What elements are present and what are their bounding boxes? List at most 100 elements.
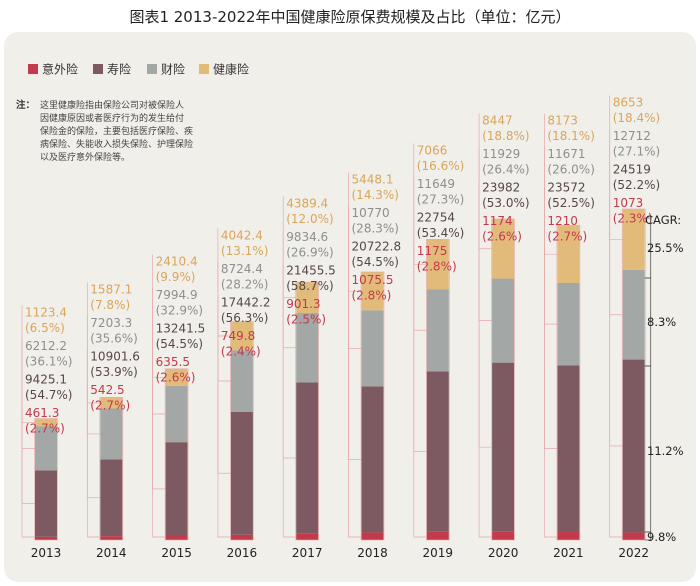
- value-label-健康险-2014: 1587.1: [90, 283, 132, 297]
- value-label-寿险-2013: 9425.1: [25, 373, 67, 387]
- value-label-寿险-2014: 10901.6: [90, 350, 140, 364]
- note-line: 以及医疗意外保险等。: [40, 151, 130, 163]
- bar-outline-2015: [164, 368, 189, 541]
- bar-outline-2021: [556, 225, 581, 541]
- bar-财险-2018: [361, 310, 384, 387]
- x-tick-2016: 2016: [227, 546, 258, 560]
- bar-寿险-2018: [361, 386, 384, 533]
- x-tick-2014: 2014: [96, 546, 127, 560]
- connector-lines: [21, 95, 623, 538]
- connector-意外险-2021: [544, 214, 558, 538]
- value-label-财险-2020: 11929: [482, 147, 520, 161]
- bar-财险-2013: [35, 426, 57, 471]
- value-label-意外险-2018: 1075.5: [352, 273, 394, 287]
- value-label-财险-2021: 11671: [547, 147, 585, 161]
- share-label-意外险-2013: (2.7%): [25, 421, 65, 435]
- bar-财险-2014: [100, 408, 123, 460]
- value-label-健康险-2015: 2410.4: [156, 255, 198, 269]
- bar-outline-2016: [230, 321, 254, 541]
- x-tick-2017: 2017: [292, 546, 323, 560]
- share-label-意外险-2022: (2.3%): [613, 211, 653, 225]
- connector-健康险-2015: [152, 254, 166, 378]
- value-label-健康险-2016: 4042.4: [221, 229, 263, 243]
- bar-寿险-2015: [165, 442, 188, 536]
- bar-财险-2015: [165, 385, 188, 443]
- x-tick-2018: 2018: [357, 546, 388, 560]
- share-label-健康险-2022: (18.4%): [613, 111, 660, 125]
- cagr-value-3: 9.8%: [647, 530, 676, 544]
- connector-健康险-2021: [544, 113, 558, 255]
- bar-健康险-2022: [622, 208, 645, 270]
- value-label-意外险-2020: 1174: [482, 214, 513, 228]
- bar-健康险-2018: [361, 271, 384, 311]
- connector-意外险-2020: [478, 214, 493, 538]
- value-label-寿险-2022: 24519: [613, 163, 651, 177]
- bar-寿险-2014: [100, 459, 123, 537]
- value-label-寿险-2020: 23982: [482, 181, 520, 195]
- bar-outline-2020: [491, 218, 515, 541]
- share-label-健康险-2016: (13.1%): [221, 244, 268, 258]
- connector-意外险-2018: [348, 273, 362, 538]
- connector-意外险-2019: [413, 244, 427, 538]
- bar-寿险-2021: [557, 365, 580, 532]
- bar-财险-2022: [622, 269, 645, 360]
- share-label-健康险-2021: (18.1%): [547, 129, 594, 143]
- connector-健康险-2013: [21, 305, 35, 423]
- value-label-寿险-2016: 17442.2: [221, 296, 271, 310]
- share-label-寿险-2018: (54.5%): [352, 255, 399, 269]
- legend-label-财险: 财险: [161, 62, 185, 77]
- bar-意外险-2017: [296, 533, 319, 540]
- share-label-健康险-2015: (9.9%): [156, 270, 196, 284]
- share-label-财险-2018: (28.3%): [352, 221, 399, 235]
- share-label-寿险-2015: (54.5%): [156, 337, 203, 351]
- bar-意外险-2018: [361, 532, 384, 540]
- value-label-意外险-2022: 1073: [613, 196, 644, 210]
- value-label-健康险-2022: 8653: [613, 96, 644, 110]
- bar-健康险-2017: [296, 282, 319, 314]
- connector-意外险-2022: [609, 196, 623, 538]
- bar-寿险-2017: [296, 382, 319, 534]
- share-label-财险-2022: (27.1%): [613, 144, 660, 158]
- connector-健康险-2014: [86, 282, 101, 404]
- x-axis: 2013 2014 2015 2016 2017 2018 2019 2020 2021 2022: [31, 546, 649, 560]
- cagr-title: CAGR:: [645, 213, 681, 227]
- legend-label-健康险: 健康险: [213, 62, 249, 77]
- share-label-寿险-2016: (56.3%): [221, 311, 268, 325]
- chart-title: 图表1 2013-2022年中国健康险原保费规模及占比（单位：亿元）: [129, 8, 571, 26]
- value-label-意外险-2021: 1210: [547, 214, 578, 228]
- legend-swatch-寿险: [93, 64, 103, 74]
- share-label-财险-2019: (27.3%): [417, 192, 464, 206]
- note-block: 注： 这里健康险指由保险公司对被保险人因健康原因或者医疗行为的发生给付保险金的保险…: [16, 99, 193, 163]
- connector-健康险-2022: [609, 95, 623, 240]
- value-label-健康险-2018: 5448.1: [352, 173, 394, 187]
- value-label-寿险-2015: 13241.5: [156, 322, 206, 336]
- bar-outline-2017: [295, 281, 320, 541]
- bar-意外险-2020: [492, 531, 515, 540]
- value-label-寿险-2021: 23572: [547, 181, 585, 195]
- x-tick-2019: 2019: [423, 546, 454, 560]
- share-label-意外险-2021: (2.7%): [547, 229, 587, 243]
- share-label-意外险-2017: (2.5%): [286, 312, 326, 326]
- value-label-财险-2017: 9834.6: [286, 230, 328, 244]
- share-label-财险-2021: (26.0%): [547, 162, 594, 176]
- bar-健康险-2013: [35, 418, 57, 427]
- note-line: 因健康原因或者医疗行为的发生给付: [40, 112, 184, 124]
- x-tick-2022: 2022: [618, 546, 649, 560]
- share-label-意外险-2014: (2.7%): [90, 398, 130, 412]
- share-label-寿险-2020: (53.0%): [482, 196, 529, 210]
- bar-寿险-2022: [622, 359, 645, 533]
- note-line: 保险金的保险，主要包括医疗保险、疾: [40, 125, 193, 137]
- value-label-意外险-2016: 749.8: [221, 329, 255, 343]
- bar-outline-2022: [621, 208, 646, 541]
- note-line: 病保险、失能收入损失保险、护理保险: [40, 138, 193, 150]
- value-label-寿险-2019: 22754: [417, 211, 455, 225]
- share-label-财险-2020: (26.4%): [482, 162, 529, 176]
- cagr-value-1: 8.3%: [647, 315, 676, 329]
- value-label-意外险-2013: 461.3: [25, 406, 59, 420]
- value-label-意外险-2015: 635.5: [156, 355, 190, 369]
- value-label-健康险-2019: 7066: [417, 144, 448, 158]
- cagr-value-0: 25.5%: [647, 241, 684, 255]
- connector-健康险-2016: [217, 228, 231, 337]
- bar-财险-2019: [426, 289, 449, 372]
- value-label-健康险-2013: 1123.4: [25, 306, 67, 320]
